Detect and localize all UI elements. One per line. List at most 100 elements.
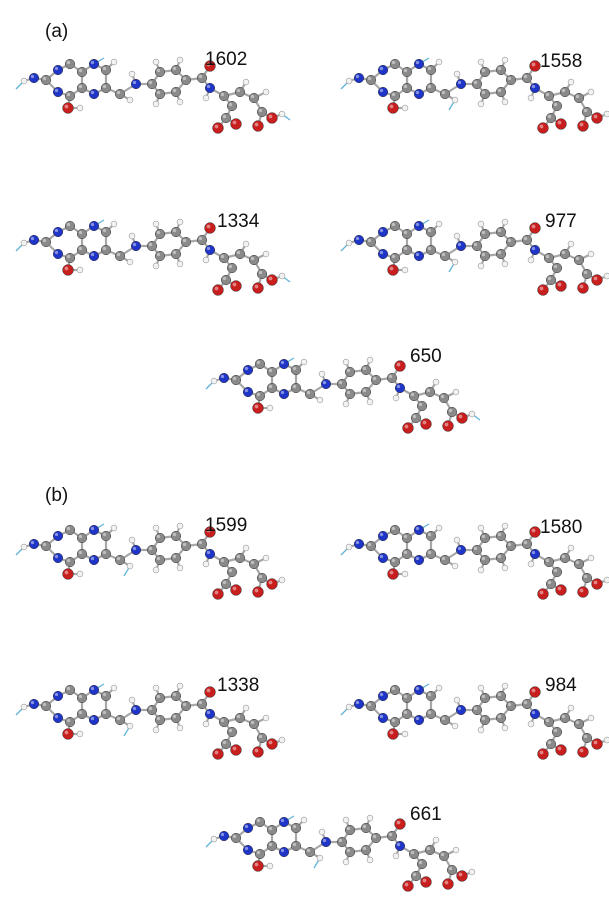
- atom-highlight: [404, 882, 409, 887]
- oxygen-atom: [266, 578, 278, 590]
- carbon-atom: [64, 556, 76, 568]
- carbon-atom: [344, 366, 356, 378]
- hydrogen-atom: [435, 684, 443, 692]
- carbon-atom: [234, 86, 246, 98]
- hydrogen-atom: [435, 220, 443, 228]
- atom-highlight: [90, 222, 95, 227]
- atom-highlight: [90, 686, 95, 691]
- nitrogen-atom: [88, 250, 100, 262]
- carbon-atom: [416, 400, 428, 412]
- mode-diagram: 1599: [10, 514, 310, 624]
- atom-highlight: [523, 700, 528, 705]
- nitrogen-atom: [88, 58, 100, 70]
- atom-highlight: [481, 556, 486, 561]
- atom-highlight: [172, 250, 177, 255]
- oxygen-atom: [555, 280, 567, 292]
- hydrogen-atom: [366, 356, 374, 364]
- atom-highlight: [448, 866, 453, 871]
- atom-highlight: [306, 390, 311, 395]
- nitrogen-atom: [52, 712, 64, 724]
- atom-highlight: [415, 686, 420, 691]
- atom-highlight: [545, 254, 550, 259]
- hydrogen-atom: [527, 560, 535, 568]
- hydrogen-atom: [128, 536, 136, 544]
- carbon-atom: [146, 544, 158, 556]
- hydrogen-atom: [242, 704, 250, 712]
- hydrogen-atom: [176, 682, 184, 690]
- nitrogen-atom: [130, 78, 142, 90]
- carbon-atom: [389, 556, 401, 568]
- carbon-atom: [401, 244, 413, 256]
- nitrogen-atom: [242, 844, 254, 856]
- frequency-label: 1338: [217, 675, 260, 696]
- carbon-atom: [365, 74, 377, 86]
- carbon-atom: [425, 708, 437, 720]
- panel-a-label: (a): [45, 21, 69, 42]
- atom-highlight: [553, 102, 558, 107]
- hydrogen-atom: [318, 828, 326, 836]
- hydrogen-atom: [300, 358, 308, 366]
- carbon-atom: [389, 58, 401, 70]
- atom-highlight: [457, 242, 462, 247]
- atom-highlight: [132, 706, 137, 711]
- atom-highlight: [30, 74, 35, 79]
- hydrogen-atom: [401, 570, 409, 578]
- nitrogen-atom: [413, 88, 425, 100]
- carbon-atom: [114, 554, 126, 566]
- mode-diagram: 977: [335, 202, 609, 312]
- carbon-atom: [573, 718, 585, 730]
- oxygen-atom: [537, 122, 549, 134]
- carbon-atom: [446, 406, 458, 418]
- hydrogen-atom: [345, 543, 353, 551]
- atom-highlight: [90, 716, 95, 721]
- atom-highlight: [198, 700, 203, 705]
- carbon-atom: [573, 92, 585, 104]
- hydrogen-atom: [202, 256, 210, 264]
- atom-highlight: [198, 540, 203, 545]
- atom-highlight: [557, 282, 562, 287]
- hydrogen-atom: [435, 524, 443, 532]
- atom-highlight: [427, 692, 432, 697]
- atom-highlight: [422, 878, 427, 883]
- atom-highlight: [497, 228, 502, 233]
- molecule-structure: [340, 56, 609, 134]
- molecule-structure: [15, 218, 291, 296]
- hydrogen-atom: [501, 218, 509, 226]
- carbon-atom: [401, 692, 413, 704]
- carbon-atom: [256, 268, 268, 280]
- atom-highlight: [427, 84, 432, 89]
- carbon-atom: [495, 248, 507, 260]
- hydrogen-atom: [242, 240, 250, 248]
- atom-highlight: [575, 560, 580, 565]
- atom-highlight: [66, 254, 71, 259]
- carbon-atom: [439, 714, 451, 726]
- atom-highlight: [547, 740, 552, 745]
- oxygen-atom: [591, 112, 603, 124]
- carbon-atom: [360, 386, 372, 398]
- atom-highlight: [42, 76, 47, 81]
- nitrogen-atom: [242, 386, 254, 398]
- carbon-atom: [100, 708, 112, 720]
- oxygen-atom: [394, 818, 406, 830]
- atom-highlight: [42, 542, 47, 547]
- hydrogen-atom: [392, 394, 400, 402]
- atom-highlight: [426, 388, 431, 393]
- atom-highlight: [579, 588, 584, 593]
- atom-highlight: [268, 580, 273, 585]
- carbon-atom: [386, 372, 398, 384]
- atom-highlight: [583, 108, 588, 113]
- carbon-atom: [218, 716, 230, 728]
- atom-highlight: [389, 104, 394, 109]
- carbon-atom: [408, 390, 420, 402]
- atom-highlight: [254, 862, 259, 867]
- hydrogen-atom: [501, 564, 509, 572]
- atom-highlight: [441, 716, 446, 721]
- hydrogen-atom: [126, 96, 134, 104]
- atom-highlight: [575, 720, 580, 725]
- atom-highlight: [250, 94, 255, 99]
- atom-highlight: [256, 850, 261, 855]
- hydrogen-atom: [345, 703, 353, 711]
- nitrogen-atom: [88, 684, 100, 696]
- hydrogen-atom: [587, 714, 595, 722]
- carbon-atom: [154, 532, 166, 544]
